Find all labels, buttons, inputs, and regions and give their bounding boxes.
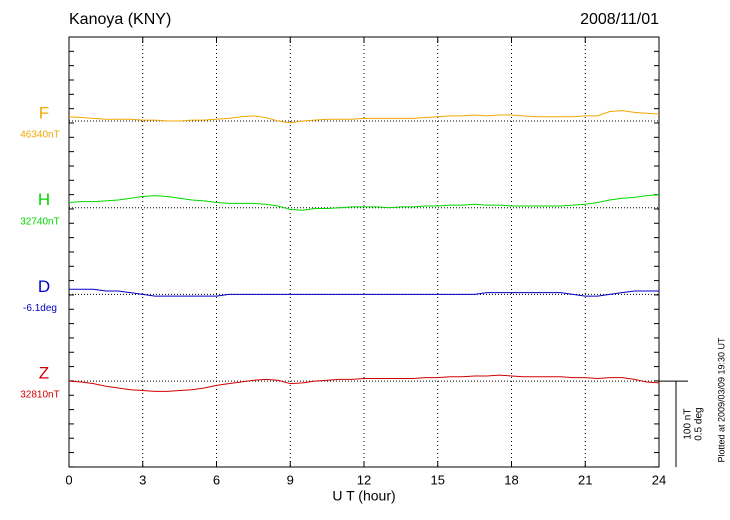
series-name: Z <box>39 364 49 383</box>
x-tick-label: 9 <box>287 472 294 487</box>
series-name: D <box>38 277 50 296</box>
x-axis-label: U T (hour) <box>332 488 395 504</box>
series-line <box>68 194 660 211</box>
scale-bar-label: 100 nT <box>683 409 694 440</box>
x-tick-label: 6 <box>213 472 220 487</box>
series-line <box>68 374 660 392</box>
baseline-label: -6.1deg <box>23 303 57 314</box>
x-tick-label: 12 <box>357 472 371 487</box>
series-name: H <box>38 190 50 209</box>
chart-date: 2008/11/01 <box>580 11 659 28</box>
baseline-label: 32810nT <box>20 390 59 401</box>
x-tick-label: 15 <box>431 472 445 487</box>
x-tick-label: 0 <box>65 472 72 487</box>
baseline-label: 46340nT <box>20 130 59 141</box>
x-tick-label: 24 <box>652 472 666 487</box>
series-line <box>68 110 660 124</box>
baseline-label: 32740nT <box>20 216 59 227</box>
chart-title: Kanoya (KNY) <box>69 11 171 28</box>
footnote: Plotted at 2009/03/09 19:30 UT <box>716 337 726 463</box>
series-name: F <box>39 103 49 122</box>
x-tick-label: 21 <box>578 472 592 487</box>
scale-bar-label: 0.5 deg <box>694 407 705 440</box>
x-tick-label: 3 <box>139 472 146 487</box>
x-tick-label: 18 <box>504 472 518 487</box>
series-line <box>69 288 659 297</box>
